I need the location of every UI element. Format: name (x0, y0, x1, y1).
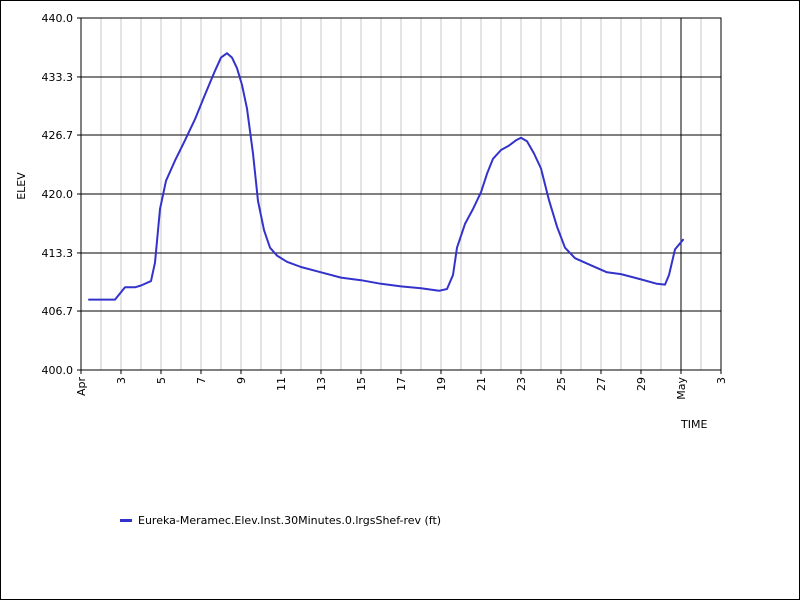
x-tick-label: 19 (435, 377, 448, 391)
x-tick-label: 3 (115, 377, 128, 384)
x-tick-label: 27 (595, 377, 608, 391)
x-tick-label: 13 (315, 377, 328, 391)
x-axis-label: TIME (680, 418, 707, 431)
x-tick-label: 3 (715, 377, 728, 384)
y-tick-label: 433.3 (42, 71, 74, 84)
x-tick-label: May (675, 377, 688, 400)
y-axis-label: ELEV (15, 172, 28, 200)
horizontal-gridlines (81, 76, 721, 312)
x-tick-label: 23 (515, 377, 528, 391)
x-tick-label: Apr (75, 377, 88, 397)
x-tick-label: 17 (395, 377, 408, 391)
series-group (88, 52, 684, 301)
legend-swatch (120, 519, 132, 522)
x-tick-label: 11 (275, 377, 288, 391)
y-tick-label: 440.0 (42, 12, 74, 25)
x-tick-label: 25 (555, 377, 568, 391)
legend-entry: Eureka-Meramec.Elev.Inst.30Minutes.0.lrg… (138, 514, 442, 527)
y-tick-label: 426.7 (42, 129, 74, 142)
x-tick-label: 9 (235, 377, 248, 384)
x-tick-label: 7 (195, 377, 208, 384)
y-tick-label: 406.7 (42, 305, 74, 318)
legend: Eureka-Meramec.Elev.Inst.30Minutes.0.lrg… (120, 514, 441, 527)
x-tick-label: 21 (475, 377, 488, 391)
y-axis-ticks: 400.0 406.7 413.3 420.0 426.7 433.3 440.0 (42, 12, 81, 377)
x-tick-label: 15 (355, 377, 368, 391)
y-tick-label: 400.0 (42, 364, 74, 377)
y-tick-label: 420.0 (42, 188, 74, 201)
y-tick-label: 413.3 (42, 247, 74, 260)
x-tick-label: 5 (155, 377, 168, 384)
x-tick-label: 29 (635, 377, 648, 391)
x-axis-ticks: Apr 3 5 7 9 11 13 15 17 19 21 23 25 27 29 May 3 (75, 370, 728, 400)
series-line (88, 52, 684, 301)
